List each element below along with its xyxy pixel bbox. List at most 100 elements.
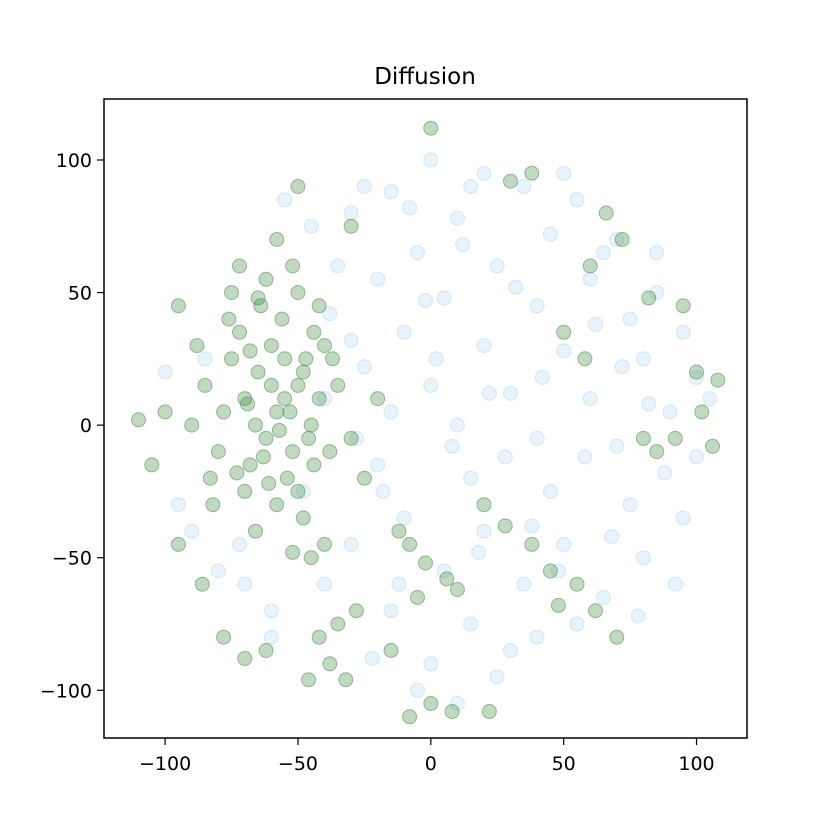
scatter-point-s1-70: [402, 709, 418, 725]
scatter-point-s0-80: [497, 449, 513, 465]
scatter-point-s1-32: [322, 444, 338, 460]
scatter-point-s1-67: [444, 704, 460, 719]
scatter-point-s0-2: [383, 184, 399, 200]
scatter-point-s0-0: [423, 152, 439, 168]
scatter-point-s1-35: [295, 510, 311, 526]
scatter-point-s0-14: [436, 290, 452, 306]
scatter-point-s1-41: [144, 457, 160, 473]
scatter-point-s1-65: [609, 629, 625, 645]
scatter-point-s1-106: [250, 290, 266, 306]
scatter-point-s0-3: [516, 179, 532, 194]
scatter-point-s1-52: [301, 672, 317, 688]
scatter-point-s0-39: [476, 523, 492, 539]
scatter-point-s1-14: [253, 298, 269, 314]
scatter-point-s1-18: [248, 417, 263, 433]
scatter-point-s0-42: [343, 536, 359, 552]
scatter-point-s0-84: [263, 629, 279, 645]
points-layer: [131, 120, 726, 725]
scatter-point-s0-98: [524, 518, 540, 534]
scatter-point-s0-21: [635, 351, 651, 367]
scatter-point-s0-89: [322, 306, 338, 322]
scatter-point-s1-1: [277, 351, 293, 367]
scatter-point-s1-16: [224, 351, 239, 367]
axes-layer: −100 −50 0 50 100 −100 −50 0 50 100: [40, 150, 715, 775]
scatter-point-s0-56: [170, 497, 186, 513]
x-tick-label: −50: [278, 753, 318, 775]
scatter-point-s1-50: [348, 603, 364, 619]
scatter-point-s0-86: [550, 563, 566, 579]
scatter-point-s0-82: [402, 200, 418, 216]
scatter-point-s1-64: [550, 597, 566, 613]
scatter-point-s0-49: [423, 656, 439, 672]
scatter-point-s0-24: [423, 377, 439, 393]
scatter-point-s0-62: [556, 165, 572, 181]
scatter-point-s1-94: [317, 536, 332, 552]
scatter-point-s0-27: [662, 404, 678, 420]
scatter-point-s1-101: [298, 351, 314, 367]
scatter-point-s1-105: [290, 483, 306, 499]
x-tick-label: 50: [552, 753, 576, 775]
scatter-point-s0-59: [277, 192, 293, 208]
scatter-point-s1-25: [210, 444, 226, 460]
scatter-point-s0-13: [370, 271, 386, 287]
scatter-point-s1-60: [524, 536, 540, 552]
scatter-point-s1-72: [524, 165, 540, 181]
scatter-point-s1-38: [232, 258, 247, 274]
scatter-point-s1-63: [588, 603, 603, 619]
scatter-point-s0-34: [463, 470, 479, 486]
scatter-point-s1-78: [689, 364, 704, 380]
scatter-point-s1-57: [391, 523, 407, 539]
scatter-point-s0-57: [330, 258, 346, 274]
scatter-point-s1-98: [449, 582, 465, 597]
scatter-point-s0-46: [383, 603, 399, 619]
scatter-point-s1-104: [229, 465, 245, 481]
x-tick-label: −100: [139, 753, 191, 775]
scatter-point-s0-55: [157, 364, 173, 380]
scatter-point-s0-96: [343, 332, 359, 348]
scatter-point-s0-77: [317, 391, 332, 407]
y-tick-label: 50: [68, 283, 92, 305]
scatter-point-s1-24: [269, 497, 285, 513]
scatter-point-s1-29: [285, 258, 301, 274]
scatter-point-s1-56: [439, 571, 455, 587]
scatter-point-s0-28: [383, 404, 399, 420]
scatter-point-s0-41: [635, 550, 651, 566]
scatter-point-s1-46: [237, 651, 253, 666]
scatter-point-s1-89: [290, 179, 306, 194]
scatter-point-s0-20: [556, 343, 572, 359]
scatter-point-s0-15: [529, 298, 545, 314]
scatter-point-s1-85: [556, 324, 572, 340]
scatter-point-s1-86: [577, 351, 593, 367]
scatter-point-s0-38: [396, 510, 412, 526]
scatter-point-s1-43: [170, 536, 186, 552]
scatter-point-s0-100: [481, 385, 497, 401]
scatter-point-s0-97: [428, 351, 444, 367]
scatter-point-s1-7: [258, 430, 274, 446]
scatter-point-s0-1: [476, 165, 492, 181]
scatter-point-s1-30: [197, 377, 213, 393]
scatter-point-s1-82: [649, 444, 665, 460]
scatter-point-s1-34: [248, 523, 263, 539]
scatter-point-s0-94: [577, 449, 593, 465]
scatter-point-s0-7: [542, 226, 558, 242]
scatter-point-s0-33: [370, 457, 386, 473]
scatter-point-s1-45: [216, 629, 232, 645]
scatter-point-s1-69: [423, 696, 439, 711]
scatter-point-s1-111: [306, 457, 322, 473]
scatter-point-s0-35: [542, 483, 558, 499]
scatter-point-s0-69: [197, 351, 213, 367]
scatter-point-s1-21: [301, 430, 317, 446]
scatter-point-s1-9: [242, 457, 258, 473]
scatter-point-s1-59: [497, 518, 513, 534]
scatter-point-s1-77: [675, 298, 691, 314]
scatter-point-s0-50: [489, 669, 505, 685]
scatter-point-s0-9: [410, 245, 425, 261]
scatter-point-s0-12: [649, 285, 665, 301]
scatter-point-s1-6: [303, 417, 319, 433]
x-tick-label: 0: [425, 753, 437, 775]
scatter-point-s1-107: [311, 298, 327, 314]
scatter-point-s0-66: [410, 682, 425, 698]
scatter-point-s1-2: [250, 364, 266, 380]
scatter-point-s0-36: [622, 497, 638, 513]
scatter-point-s1-31: [330, 377, 346, 393]
